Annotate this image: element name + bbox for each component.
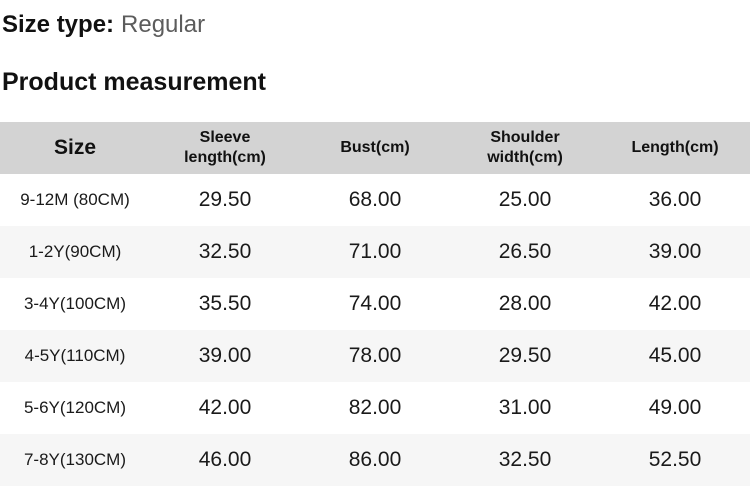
- column-header-sleeve-length: Sleeve length(cm): [150, 122, 300, 174]
- table-row: 7-8Y(130CM) 46.00 86.00 32.50 52.50: [0, 434, 750, 486]
- measurement-cell: 25.00: [498, 188, 552, 211]
- table-row: 3-4Y(100CM) 35.50 74.00 28.00 42.00: [0, 278, 750, 330]
- column-header-bust: Bust(cm): [300, 122, 450, 174]
- table-row: 1-2Y(90CM) 32.50 71.00 26.50 39.00: [0, 226, 750, 278]
- measurement-cell: 71.00: [348, 240, 402, 263]
- column-header-shoulder-width-label: Shoulder width(cm): [487, 129, 563, 166]
- column-header-size: Size: [0, 122, 150, 174]
- measurement-cell: 68.00: [348, 188, 402, 211]
- measurement-cell: 31.00: [498, 396, 552, 419]
- size-cell: 3-4Y(100CM): [23, 294, 127, 313]
- measurement-cell: 45.00: [648, 344, 702, 367]
- column-header-length-label: Length(cm): [631, 139, 719, 156]
- size-chart-panel: Size type: Regular Product measurement Si…: [0, 10, 750, 486]
- column-header-sleeve-length-label: Sleeve length(cm): [184, 129, 266, 166]
- size-type-line: Size type: Regular: [2, 10, 750, 40]
- column-header-shoulder-width: Shoulder width(cm): [450, 122, 600, 174]
- measurement-cell: 46.00: [198, 448, 252, 471]
- measurement-cell: 29.50: [498, 344, 552, 367]
- size-cell: 4-5Y(110CM): [24, 346, 126, 365]
- measurement-cell: 42.00: [198, 396, 252, 419]
- size-type-value: Regular: [121, 11, 206, 38]
- size-cell: 7-8Y(130CM): [23, 450, 127, 469]
- table-row: 4-5Y(110CM) 39.00 78.00 29.50 45.00: [0, 330, 750, 382]
- table-row: 9-12M (80CM) 29.50 68.00 25.00 36.00: [0, 174, 750, 226]
- column-header-length: Length(cm): [600, 122, 750, 174]
- size-cell: 9-12M (80CM): [20, 190, 130, 209]
- size-type-label: Size type:: [2, 11, 115, 38]
- size-cell: 1-2Y(90CM): [28, 242, 122, 261]
- measurement-cell: 39.00: [198, 344, 252, 367]
- column-header-bust-label: Bust(cm): [340, 139, 410, 156]
- measurement-cell: 39.00: [648, 240, 702, 263]
- measurement-cell: 32.50: [498, 448, 552, 471]
- table-header-row: Size Sleeve length(cm) Bust(cm) Shoulder…: [0, 122, 750, 174]
- measurement-cell: 78.00: [348, 344, 402, 367]
- measurement-cell: 32.50: [198, 240, 252, 263]
- measurement-cell: 26.50: [498, 240, 552, 263]
- measurement-cell: 42.00: [648, 292, 702, 315]
- measurement-cell: 35.50: [198, 292, 252, 315]
- measurement-cell: 82.00: [348, 396, 402, 419]
- measurement-table: Size Sleeve length(cm) Bust(cm) Shoulder…: [0, 122, 750, 486]
- measurement-cell: 86.00: [348, 448, 402, 471]
- measurement-cell: 36.00: [648, 188, 702, 211]
- size-cell: 5-6Y(120CM): [23, 398, 127, 417]
- measurement-cell: 29.50: [198, 188, 252, 211]
- measurement-cell: 28.00: [498, 292, 552, 315]
- table-row: 5-6Y(120CM) 42.00 82.00 31.00 49.00: [0, 382, 750, 434]
- measurement-cell: 52.50: [648, 448, 702, 471]
- column-header-size-label: Size: [53, 136, 97, 159]
- section-title: Product measurement: [2, 68, 266, 96]
- measurement-cell: 49.00: [648, 396, 702, 419]
- measurement-cell: 74.00: [348, 292, 402, 315]
